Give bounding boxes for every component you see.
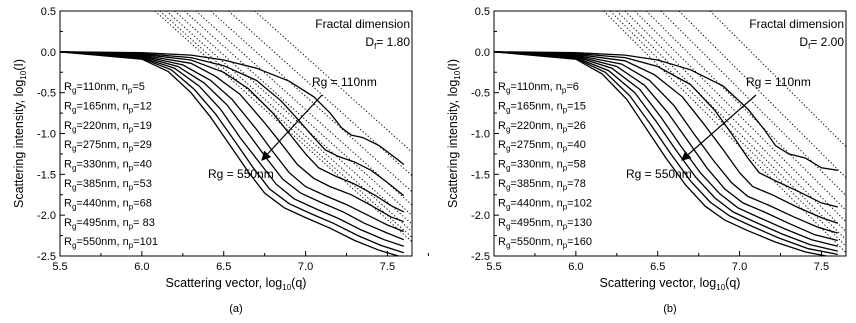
legend-entry: Rg=220nm, np=19 [64, 120, 152, 134]
y-tick-label: -2.5 [471, 251, 490, 263]
legend-entry: Rg=385nm, np=78 [498, 178, 586, 192]
series-line-7 [60, 51, 405, 247]
x-tick-label: 6.5 [216, 261, 231, 273]
legend-entry: Rg=330nm, np=58 [498, 159, 586, 173]
series-line-1 [494, 51, 838, 171]
legend-entry: Rg=275nm, np=29 [64, 139, 152, 153]
legend-entry: Rg=550nm, np=160 [498, 236, 592, 250]
y-tick-label: 0.5 [475, 6, 490, 18]
x-tick-label: 7.0 [732, 261, 747, 273]
series-group [60, 51, 405, 256]
series-line-4 [60, 51, 405, 223]
legend-entry: Rg=440nm, np=102 [498, 197, 592, 211]
arrow-start-label: Rg = 110nm [746, 75, 811, 89]
y-tick-label: -2.0 [471, 210, 490, 222]
series-line-5 [60, 51, 405, 233]
asymptote-line [616, 11, 846, 241]
y-tick-label: -1.0 [37, 129, 56, 141]
legend-entry: Rg=110nm, np=5 [64, 81, 145, 95]
fractal-dimension-value: Df= 2.00 [799, 35, 844, 51]
panel-label: (a) [229, 303, 242, 315]
arrow-end-label: Rg = 550nm [626, 167, 692, 181]
asymptote-line [660, 11, 846, 197]
asymptote-line [645, 11, 846, 211]
x-tick-label: 7.0 [298, 261, 313, 273]
arrow-start-label: Rg = 110nm [312, 75, 377, 89]
fractal-dimension-value: Df= 1.80 [365, 35, 410, 51]
x-tick-label: 6.0 [134, 261, 149, 273]
x-tick-label: 6.0 [568, 261, 583, 273]
x-tick-label: 6.5 [650, 261, 665, 273]
x-tick-label: 5.5 [52, 261, 67, 273]
series-line-1 [60, 51, 405, 166]
asymptote-line [603, 11, 846, 254]
panel-a: 5.5 6.0 6.5 7.0 7.5 0.5 0.0 -0.5 -1.0 -1.5 -2.0 -2.… [12, 6, 429, 315]
fractal-dimension-title: Fractal dimension [315, 17, 410, 31]
y-tick-label: -1.0 [471, 129, 490, 141]
y-axis-label: Scattering intensity, log10(I) [12, 59, 28, 208]
asymptote-line [624, 11, 846, 233]
legend-entry: Rg=275nm, np=40 [498, 139, 586, 153]
series-line-8 [494, 51, 838, 256]
asymptote-line [184, 11, 412, 217]
series-line-8 [60, 51, 404, 254]
y-tick-label: 0.0 [475, 47, 490, 59]
x-tick-label: 5.5 [486, 261, 501, 273]
y-tick-label: -1.5 [37, 169, 56, 181]
asymptote-line [210, 11, 412, 193]
series-line-3 [60, 51, 405, 213]
y-axis-label: Scattering intensity, log10(I) [446, 59, 462, 208]
legend-entry: Rg=385nm, np=53 [64, 178, 152, 192]
legend-entry: Rg=495nm, np=130 [498, 217, 592, 231]
legend-entry: Rg=550nm, np=101 [64, 236, 158, 250]
x-tick-label: 7.5 [814, 261, 829, 273]
series-line-2 [494, 51, 838, 208]
x-tick-label: 7.5 [380, 261, 395, 273]
y-tick-label: -0.5 [37, 88, 56, 100]
series-line-3 [494, 51, 839, 224]
legend-entry: Rg=220nm, np=26 [498, 120, 586, 134]
legend-entry: Rg=165nm, np=15 [498, 100, 586, 114]
legend-entry: Rg=440nm, np=68 [64, 197, 152, 211]
asymptote-line [634, 11, 846, 223]
series-line-9 [494, 51, 830, 256]
series-line-6 [60, 51, 405, 241]
y-tick-label: -0.5 [471, 88, 490, 100]
legend-entry: Rg=110nm, np=6 [498, 81, 579, 95]
legend-entry: Rg=330nm, np=40 [64, 159, 152, 173]
series-line-9 [60, 51, 401, 256]
series-group [494, 51, 839, 256]
legend-entry: Rg=165nm, np=12 [64, 100, 152, 114]
panel-b: 5.5 6.0 6.5 7.0 7.5 0.5 0.0 -0.5 -1.0 -1.5 -2.0 -2.… [446, 6, 847, 315]
series-line-5 [494, 51, 838, 242]
legend-entry: Rg=495nm, np= 83 [64, 217, 155, 231]
dotted-asymptotes [603, 11, 846, 254]
series-line-6 [494, 51, 838, 247]
panel-label: (b) [663, 303, 676, 315]
direction-arrow [681, 94, 757, 161]
series-line-7 [494, 51, 838, 252]
series-line-2 [60, 51, 405, 197]
y-tick-label: 0.0 [41, 47, 56, 59]
y-tick-label: -2.0 [37, 210, 56, 222]
series-line-4 [494, 51, 838, 234]
y-tick-label: 0.5 [41, 6, 56, 18]
arrow-end-label: Rg = 550nm [208, 167, 274, 181]
y-tick-label: -1.5 [471, 169, 490, 181]
asymptote-line [709, 11, 846, 148]
x-axis-label: Scattering vector, log10(q) [600, 276, 741, 292]
y-tick-label: -2.5 [37, 251, 56, 263]
fractal-dimension-title: Fractal dimension [749, 17, 844, 31]
direction-arrow [261, 94, 323, 161]
asymptote-line [678, 11, 846, 179]
x-axis-label: Scattering vector, log10(q) [166, 276, 307, 292]
